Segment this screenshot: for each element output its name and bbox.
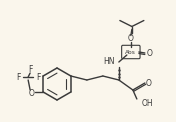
Text: O: O	[128, 34, 134, 43]
Text: OH: OH	[142, 98, 153, 107]
Text: O: O	[28, 88, 34, 97]
Text: O: O	[145, 78, 151, 87]
Text: Abs: Abs	[125, 50, 136, 55]
Text: F: F	[28, 66, 32, 75]
Text: O: O	[147, 49, 153, 57]
FancyBboxPatch shape	[122, 45, 140, 59]
Text: F: F	[36, 73, 40, 82]
Text: HN: HN	[103, 57, 115, 66]
Text: F: F	[16, 73, 20, 82]
